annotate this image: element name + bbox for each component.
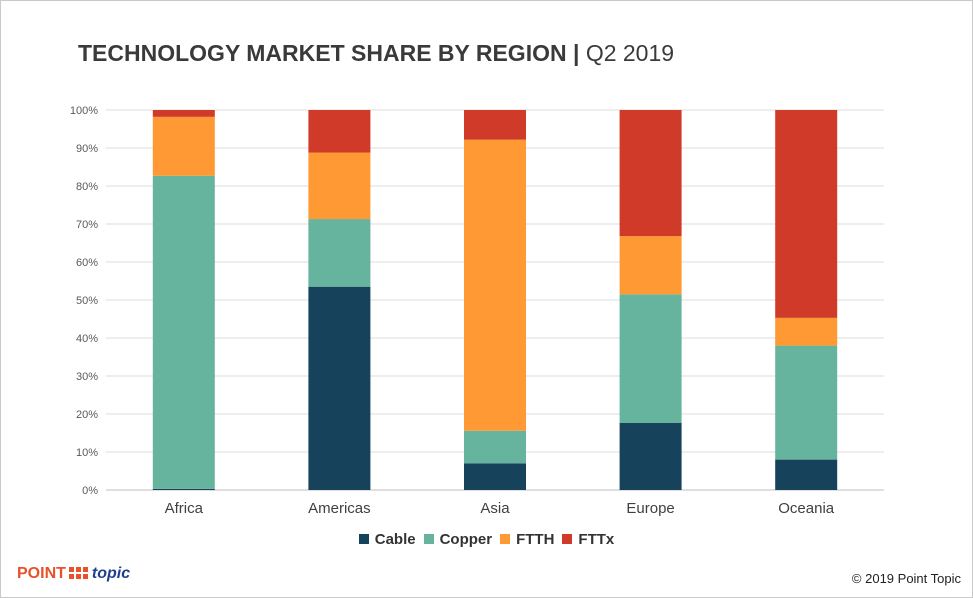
bar-segment-ftth [308,152,371,220]
bar-segment-cable [619,422,682,490]
bar-segment-fttx [775,110,838,318]
x-tick-label: Americas [308,500,371,517]
y-tick-label: 100% [70,105,98,117]
point-topic-logo: POINT topic [17,565,130,583]
legend-label: FTTH [516,531,555,548]
bar-segment-ftth [464,139,526,431]
x-tick-label: Oceania [778,500,835,517]
y-tick-label: 80% [76,181,98,193]
chart-title-period: Q2 2019 [585,40,675,66]
bar-segment-fttx [619,110,682,237]
bar-segment-ftth [152,116,215,176]
y-tick-label: 10% [76,447,98,459]
bar-segment-copper [464,430,526,464]
y-tick-label: 50% [76,295,98,307]
logo-dots-icon [68,567,90,579]
y-tick-label: 20% [76,409,98,421]
chart-title-separator: | [572,40,580,66]
bar-segment-cable [308,286,371,490]
bar-segment-copper [152,175,215,489]
legend-swatch [358,534,369,544]
legend-item-ftth: FTTH [500,531,554,548]
y-tick-label: 40% [76,333,98,345]
copyright-notice: © 2019 Point Topic [851,571,961,586]
chart-legend: Cable Copper FTTH FTTx [0,531,973,548]
bar-segment-ftth [619,236,682,295]
bar-segment-fttx [152,110,215,117]
bar-segment-cable [775,459,838,490]
bar-segment-copper [619,294,682,423]
legend-label: Copper [439,531,493,548]
legend-swatch [562,534,573,544]
bar-segment-ftth [775,317,838,346]
logo-topic-text: topic [91,565,131,582]
bar-segment-fttx [464,110,526,140]
y-tick-label: 90% [76,143,98,155]
x-tick-label: Africa [165,500,204,517]
bar-segment-fttx [308,110,371,153]
bar-segment-copper [775,345,838,460]
y-tick-label: 0% [82,485,98,497]
legend-label: FTTx [578,531,615,548]
legend-item-cable: Cable [358,531,416,548]
bar-segment-cable [464,463,526,490]
y-tick-label: 70% [76,219,98,231]
chart-title: TECHNOLOGY MARKET SHARE BY REGION | Q2 2… [78,40,674,67]
y-tick-label: 60% [76,257,98,269]
x-tick-label: Europe [626,500,674,517]
legend-item-fttx: FTTx [562,531,614,548]
logo-point-text: POINT [17,565,66,582]
bar-segment-copper [308,219,371,287]
legend-item-copper: Copper [423,531,493,548]
bar-segment-cable [152,488,215,490]
chart-title-main: TECHNOLOGY MARKET SHARE BY REGION [78,40,567,66]
y-tick-label: 30% [76,371,98,383]
legend-swatch [500,534,511,544]
x-tick-label: Asia [480,500,510,517]
legend-label: Cable [374,531,416,548]
legend-swatch [423,534,434,544]
